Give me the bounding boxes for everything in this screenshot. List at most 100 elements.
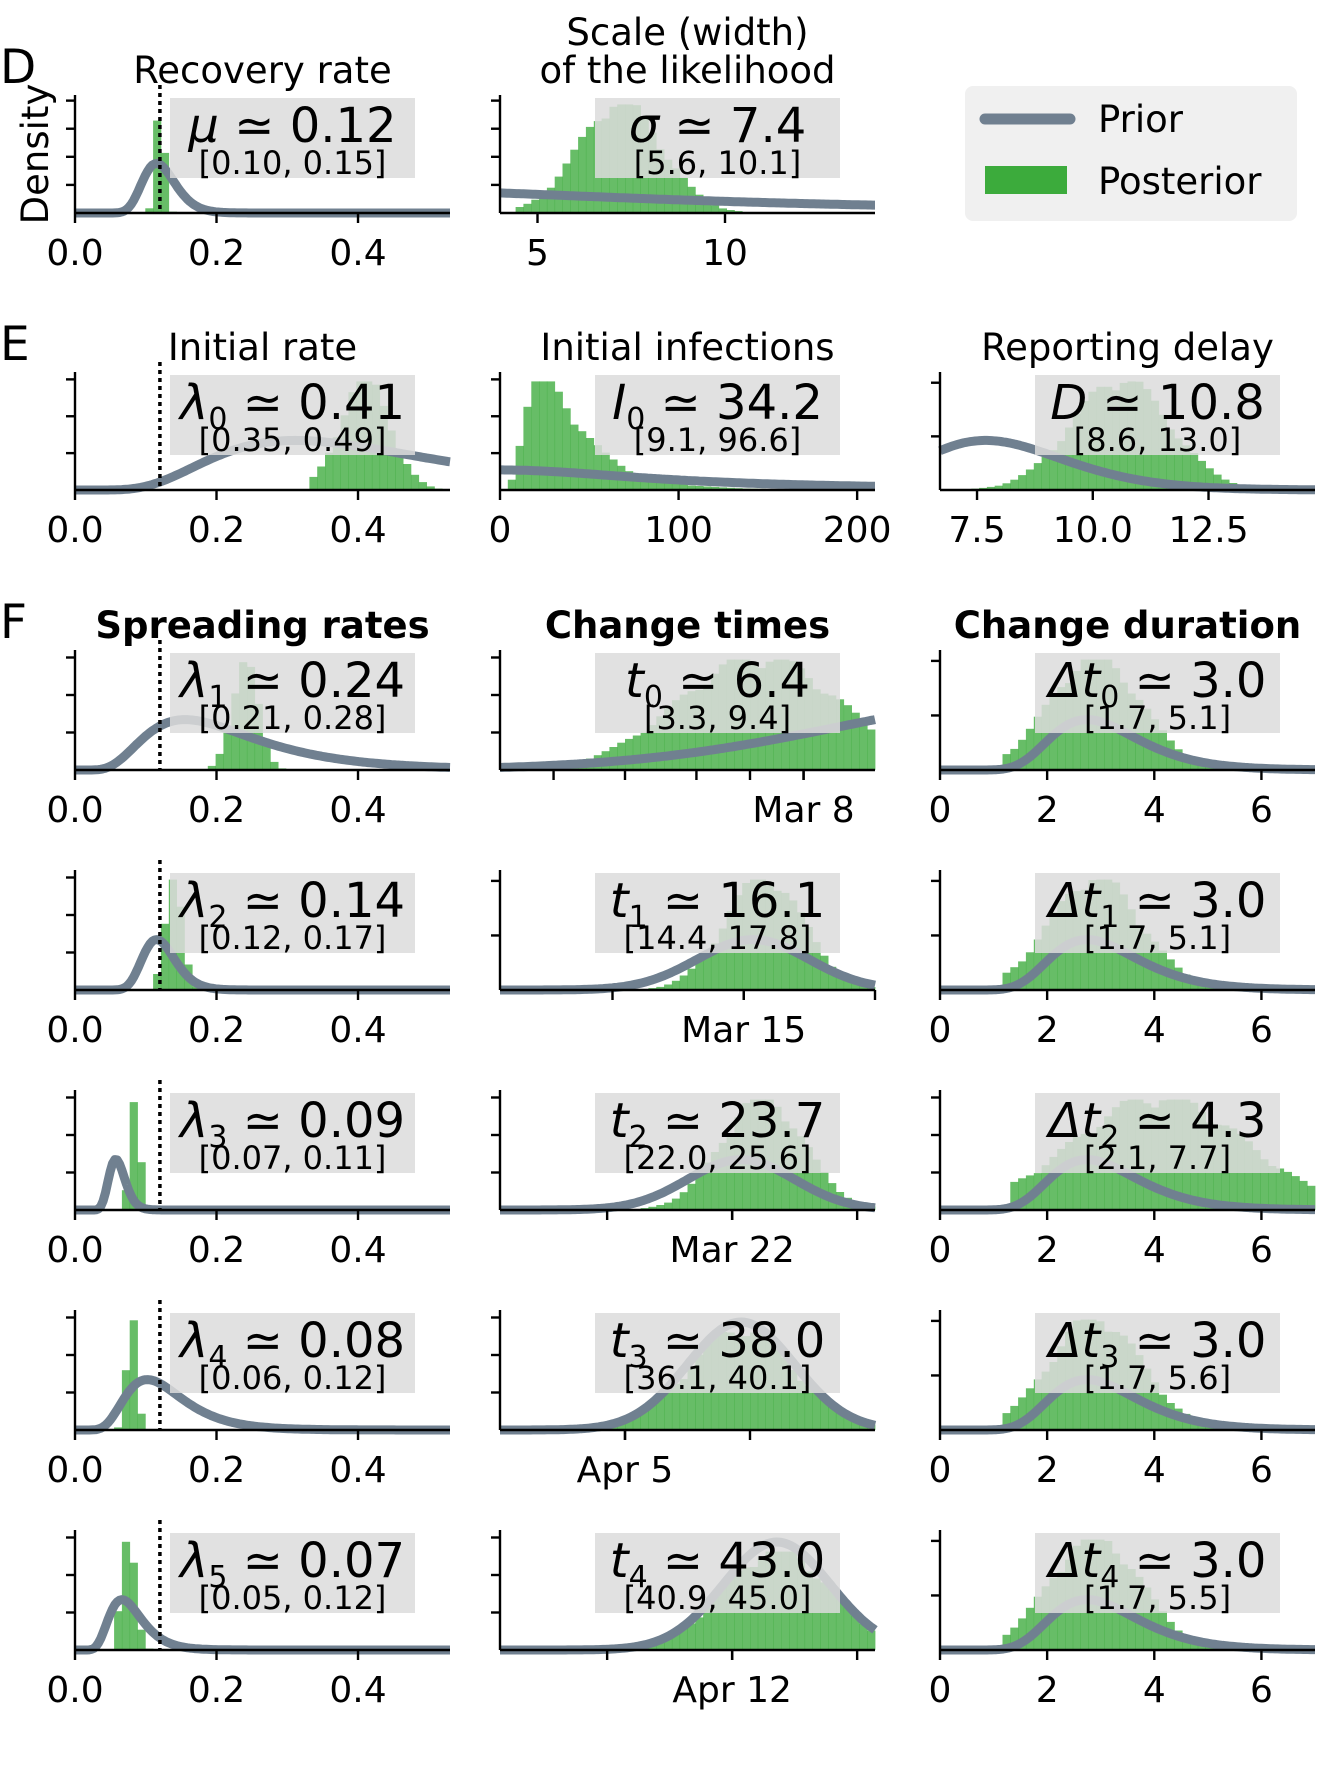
x-tick-label: 0.4 <box>329 1450 386 1491</box>
posterior-bar <box>695 1173 704 1210</box>
posterior-bar <box>710 205 720 213</box>
posterior-bar <box>695 960 704 990</box>
estimate-label: λ0 ≃ 0.41 <box>177 375 405 437</box>
credible-interval: [9.1, 96.6] <box>634 421 801 459</box>
credible-interval: [22.0, 25.6] <box>624 1139 812 1177</box>
credible-interval: [1.7, 5.1] <box>1084 919 1231 957</box>
posterior-bar <box>671 980 681 990</box>
x-tick-label: 0.4 <box>329 1230 386 1271</box>
posterior-bar <box>215 753 224 770</box>
posterior-bar <box>718 1142 727 1210</box>
x-tick-label: 2 <box>1036 1230 1059 1271</box>
posterior-bar <box>562 408 571 490</box>
x-tick-label: 4 <box>1143 1010 1166 1051</box>
posterior-bar <box>820 1582 829 1650</box>
posterior-bar <box>137 1162 146 1210</box>
posterior-bar <box>410 474 420 490</box>
posterior-bar <box>578 431 587 490</box>
posterior-bar <box>843 977 852 990</box>
legend-posterior-swatch <box>985 166 1067 194</box>
posterior-bar <box>648 477 657 490</box>
posterior-bar <box>695 486 704 490</box>
posterior-bar <box>1010 967 1019 990</box>
posterior-bar <box>843 705 852 770</box>
posterior-bar <box>1002 1634 1011 1650</box>
posterior-bar <box>1041 456 1050 490</box>
posterior-bar <box>1252 1150 1261 1210</box>
estimate-label: t0 ≃ 6.4 <box>625 653 810 715</box>
posterior-bar <box>192 986 201 990</box>
posterior-bar <box>145 208 154 213</box>
posterior-bar <box>820 1398 829 1430</box>
posterior-bar <box>695 1617 704 1650</box>
subplot-14: Δt2 ≃ 4.3[2.1, 7.7] 0 2 4 6 <box>929 1090 1318 1271</box>
estimate-label: σ ≃ 7.4 <box>629 98 807 154</box>
posterior-bar <box>121 1541 131 1650</box>
posterior-bar <box>1049 1156 1058 1210</box>
posterior-bar <box>1010 748 1019 770</box>
posterior-bar <box>812 1578 821 1650</box>
estimate-label: Δt1 ≃ 3.0 <box>1045 873 1267 935</box>
estimate-label: Δt0 ≃ 3.0 <box>1045 653 1267 715</box>
posterior-bar <box>270 761 279 770</box>
posterior-bar <box>843 1416 852 1430</box>
posterior-bar <box>710 1596 720 1650</box>
posterior-bar <box>703 200 712 213</box>
posterior-bar <box>804 1147 813 1210</box>
x-tick-label: 2 <box>1036 1670 1059 1711</box>
posterior-bar <box>718 928 727 990</box>
posterior-bar <box>1033 1596 1042 1650</box>
posterior-bar <box>640 732 649 770</box>
posterior-bar <box>625 738 634 770</box>
posterior-bar <box>718 487 727 490</box>
estimate-label: λ4 ≃ 0.08 <box>177 1313 405 1375</box>
posterior-bar <box>539 381 548 490</box>
posterior-bar <box>703 486 712 490</box>
credible-interval: [0.12, 0.17] <box>199 919 387 957</box>
credible-interval: [3.3, 9.4] <box>644 699 791 737</box>
posterior-bar <box>671 168 681 213</box>
x-tick-label: 10 <box>702 233 748 274</box>
posterior-bar <box>585 126 595 213</box>
posterior-bar <box>523 406 532 490</box>
posterior-bar <box>843 1606 852 1650</box>
credible-interval: [0.07, 0.11] <box>199 1139 387 1177</box>
posterior-bar <box>656 479 665 490</box>
x-tick-label: 0.0 <box>46 233 103 274</box>
subplot-title: Initial infections <box>540 326 834 369</box>
x-tick-label: 200 <box>823 510 892 551</box>
y-axis-label: Density <box>14 84 57 225</box>
posterior-bar <box>1025 1388 1035 1430</box>
posterior-bar <box>703 1607 712 1650</box>
posterior-bar <box>1174 438 1183 490</box>
prior-curve <box>72 715 453 775</box>
posterior-bar <box>648 1403 657 1430</box>
posterior-bar <box>835 1411 845 1430</box>
estimate-box <box>1035 1313 1280 1393</box>
posterior-bar <box>632 474 641 490</box>
estimate-box <box>1035 653 1280 733</box>
estimate-box <box>1035 375 1280 455</box>
estimate-box <box>170 873 415 953</box>
posterior-bar <box>426 486 435 490</box>
panel-letter: D <box>0 40 36 95</box>
posterior-bar <box>562 163 571 213</box>
posterior-bar <box>114 1427 123 1430</box>
posterior-bar <box>1307 1185 1316 1210</box>
subplot-20: Δt4 ≃ 3.0[1.7, 5.5] 0 2 4 6 <box>929 1530 1318 1711</box>
x-tick-label: 0 <box>489 510 512 551</box>
posterior-bar <box>625 1419 634 1430</box>
posterior-bar <box>859 1623 868 1650</box>
posterior-bar <box>726 1577 735 1650</box>
x-tick-label: 4 <box>1143 1450 1166 1491</box>
posterior-bar <box>1135 1576 1144 1650</box>
posterior-bar <box>710 943 720 990</box>
estimate-box <box>595 375 840 455</box>
estimate-box <box>170 1093 415 1173</box>
x-tick-label: 0 <box>929 1230 952 1271</box>
posterior-bar <box>531 381 540 490</box>
credible-interval: [5.6, 10.1] <box>634 144 801 182</box>
posterior-bar <box>835 699 845 770</box>
estimate-label: λ1 ≃ 0.24 <box>177 653 405 715</box>
posterior-bar <box>671 700 681 770</box>
